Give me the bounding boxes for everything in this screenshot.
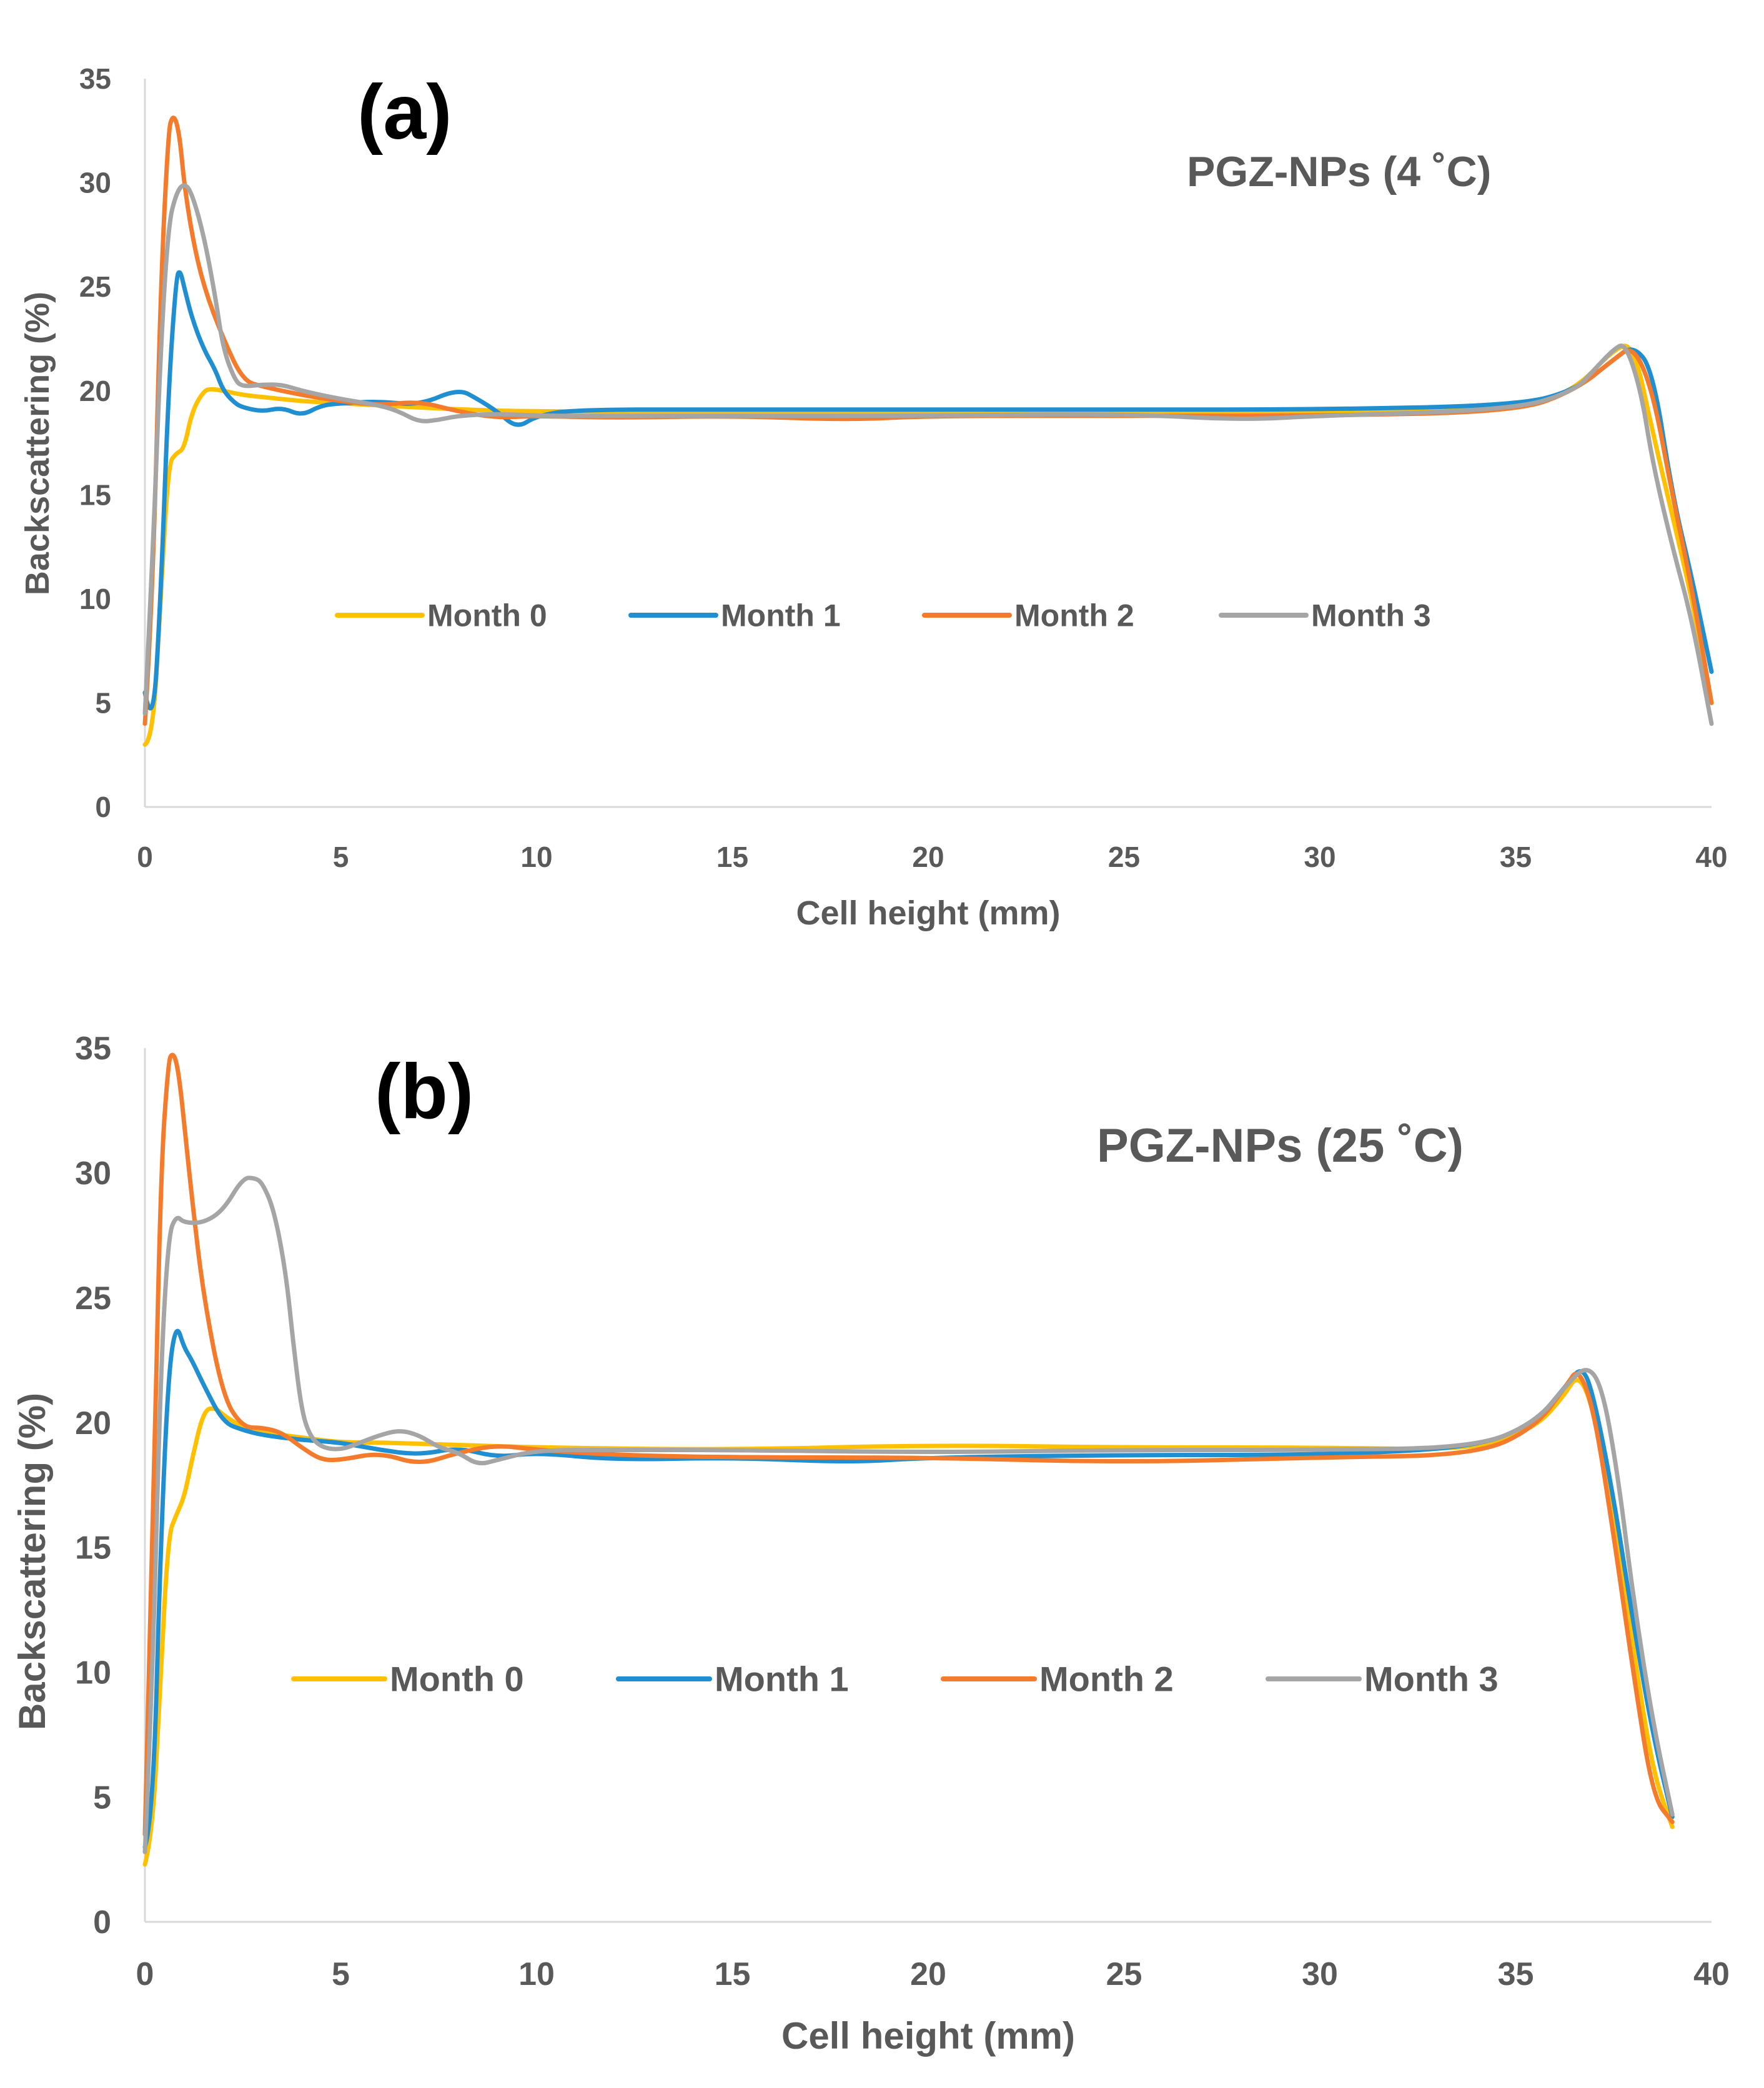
- chart-b-series: [142, 1052, 1675, 1867]
- chart-a-x-tick-label: 35: [1500, 841, 1532, 873]
- chart-a-legend-label: Month 1: [721, 598, 841, 633]
- chart-a-y-tick-label: 10: [79, 583, 111, 615]
- chart-b-y-tick-label: 15: [75, 1530, 111, 1566]
- chart-a-y-tick-label: 30: [79, 167, 111, 199]
- chart-b-series-month-3: [142, 1175, 1675, 1854]
- chart-b-x-tick-label: 35: [1498, 1956, 1534, 1992]
- chart-a-legend-label: Month 0: [427, 598, 547, 633]
- chart-b-x-tick-label: 25: [1106, 1956, 1142, 1992]
- chart-b-legend-label: Month 1: [715, 1660, 849, 1699]
- chart-a-y-tick-label: 35: [79, 62, 111, 95]
- chart-b-y-tick-label: 30: [75, 1155, 111, 1192]
- chart-a-legend-label: Month 3: [1311, 598, 1431, 633]
- chart-a-title: PGZ-NPs (4 ˚C): [1187, 148, 1491, 195]
- chart-b-y-tick-label: 5: [93, 1779, 111, 1816]
- chart-b-x-axis-label: Cell height (mm): [781, 2015, 1075, 2057]
- chart-b-x-tick-label: 30: [1302, 1956, 1338, 1992]
- chart-a-series-month-3: [142, 183, 1714, 726]
- chart-a-x-tick-label: 30: [1304, 841, 1335, 873]
- chart-b-legend: Month 0 Month 1 Month 2 Month 3: [291, 1660, 1499, 1699]
- chart-a-y-tick-label: 20: [79, 375, 111, 407]
- chart-a-x-tick-label: 40: [1695, 841, 1727, 873]
- chart-b-x-tick-label: 15: [715, 1956, 751, 1992]
- chart-b-y-tick-label: 10: [75, 1655, 111, 1691]
- chart-b-y-ticks: 0 5 10 15 20 25 30 35: [75, 1031, 111, 1941]
- chart-b-x-tick-label: 0: [136, 1956, 154, 1992]
- chart-b-x-tick-label: 10: [518, 1956, 555, 1992]
- chart-b-y-tick-label: 35: [75, 1031, 111, 1067]
- chart-a-series-month-2: [142, 116, 1714, 726]
- chart-b-panel-label: (b): [375, 1049, 473, 1135]
- chart-b-x-tick-label: 5: [332, 1956, 350, 1992]
- chart-b-title: PGZ-NPs (25 ˚C): [1097, 1119, 1464, 1172]
- chart-a-series-month-1: [142, 270, 1714, 711]
- chart-a-x-axis-label: Cell height (mm): [796, 894, 1060, 932]
- chart-a-y-tick-label: 5: [95, 687, 111, 720]
- chart-b-y-tick-label: 25: [75, 1280, 111, 1317]
- chart-a-y-tick-label: 15: [79, 478, 111, 511]
- chart-b-legend-label: Month 3: [1364, 1660, 1499, 1699]
- chart-b-legend-label: Month 0: [390, 1660, 524, 1699]
- chart-a-y-ticks: 0 5 10 15 20 25 30 35: [79, 62, 111, 823]
- chart-b-legend-label: Month 2: [1039, 1660, 1174, 1699]
- chart-b-y-axis-label: Backscattering (%): [11, 1393, 53, 1730]
- chart-a-legend: Month 0 Month 1 Month 2 Month 3: [335, 598, 1431, 633]
- chart-a-series: [142, 116, 1714, 747]
- chart-a-x-tick-label: 25: [1108, 841, 1140, 873]
- chart-b-x-tick-label: 40: [1693, 1956, 1730, 1992]
- chart-b-y-tick-label: 20: [75, 1405, 111, 1442]
- chart-b-x-tick-label: 20: [910, 1956, 946, 1992]
- chart-a-legend-label: Month 2: [1014, 598, 1134, 633]
- chart-b-series-month-1: [142, 1329, 1675, 1849]
- chart-a-x-ticks: 0 5 10 15 20 25 30 35 40: [137, 841, 1727, 873]
- chart-b-x-ticks: 0 5 10 15 20 25 30 35 40: [136, 1956, 1730, 1992]
- chart-a-x-tick-label: 10: [520, 841, 552, 873]
- chart-a-y-tick-label: 25: [79, 270, 111, 303]
- chart-a-x-tick-label: 20: [912, 841, 944, 873]
- chart-a-x-tick-label: 5: [333, 841, 349, 873]
- chart-a-y-axis-label: Backscattering (%): [19, 292, 56, 595]
- chart-b-y-tick-label: 0: [93, 1904, 111, 1941]
- chart-a-x-tick-label: 0: [137, 841, 153, 873]
- chart-a-panel-label: (a): [357, 69, 452, 156]
- chart-a-x-tick-label: 15: [716, 841, 748, 873]
- chart-a-y-tick-label: 0: [95, 791, 111, 823]
